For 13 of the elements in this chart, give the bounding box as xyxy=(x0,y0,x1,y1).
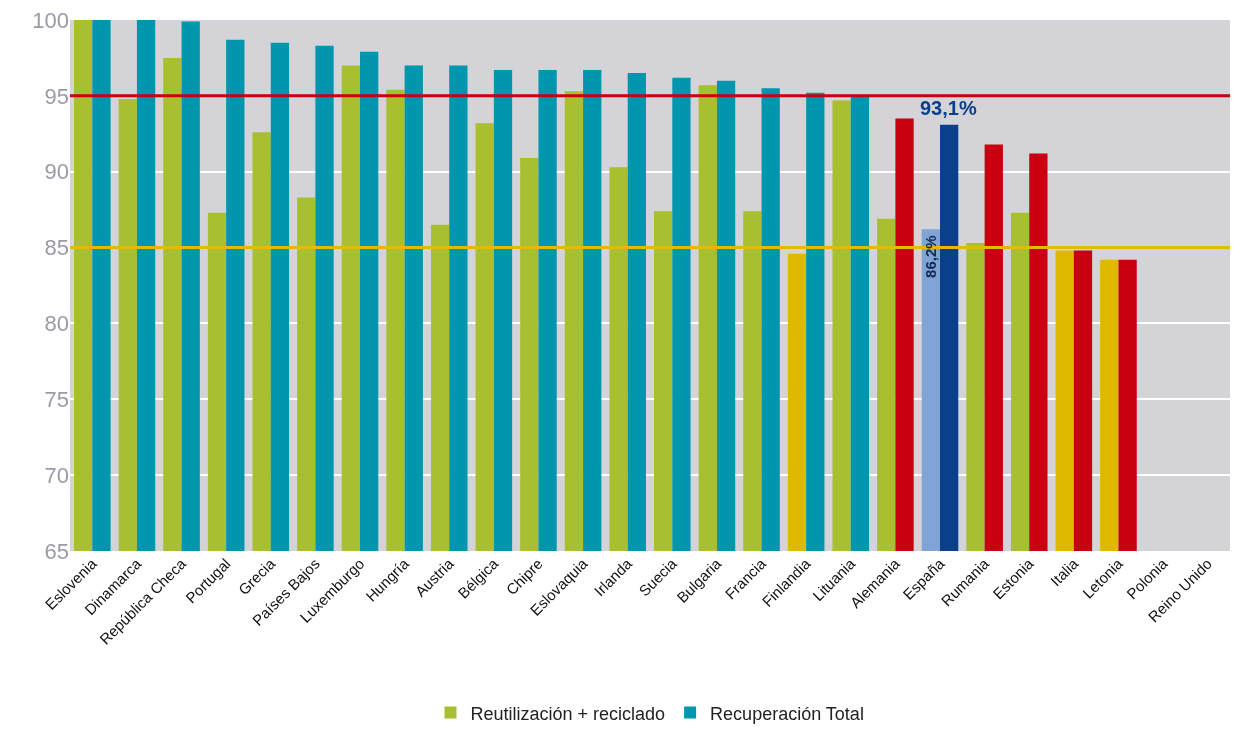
y-tick-label: 95 xyxy=(44,83,69,109)
y-tick-label: 90 xyxy=(44,159,69,185)
y-tick-label: 75 xyxy=(44,386,69,412)
y-tick-label: 80 xyxy=(44,311,69,337)
legend-label: Reutilización + reciclado xyxy=(470,703,666,724)
y-tick-label: 65 xyxy=(44,538,69,564)
data-label: 93,1% xyxy=(920,97,977,119)
legend-label: Recuperación Total xyxy=(710,703,864,724)
y-tick-label: 85 xyxy=(44,235,69,261)
x-tick-label: Italia xyxy=(1046,554,1082,590)
y-tick-label: 70 xyxy=(44,462,69,488)
data-label: 86,2% xyxy=(922,235,940,278)
y-tick-label: 100 xyxy=(32,7,69,33)
